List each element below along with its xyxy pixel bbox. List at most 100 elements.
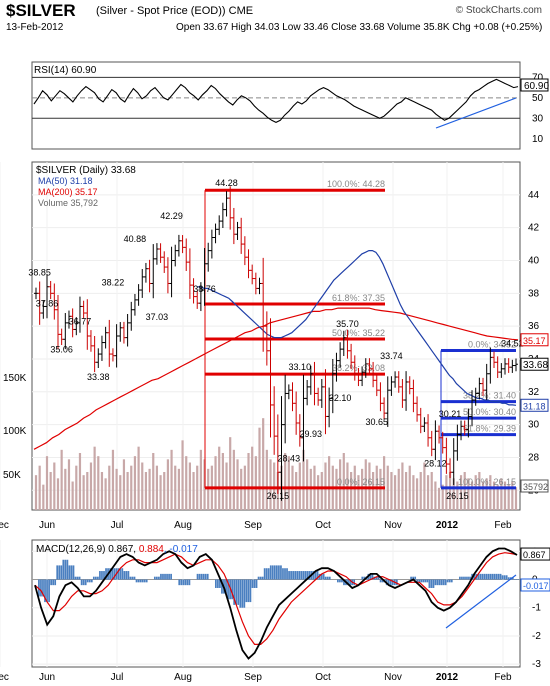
macd-histogram-bar — [353, 579, 356, 586]
macd-histogram-bar — [271, 565, 274, 580]
macd-tag-label: -0.017 — [523, 581, 549, 591]
macd-histogram-bar — [282, 568, 284, 580]
volume-bar — [115, 468, 118, 510]
macd-tag-box — [520, 578, 550, 592]
macd-histogram-bar — [214, 579, 217, 588]
macd-histogram-bar — [444, 579, 447, 586]
ma50-legend: MA(50) 31.18 — [38, 176, 93, 186]
macd-histogram-bar — [156, 576, 158, 580]
macd-histogram-bar — [129, 576, 132, 580]
volume-bar — [390, 472, 393, 510]
fib-up-label: 0.0%: 34.52 — [468, 339, 516, 349]
macd-histogram-bar — [251, 579, 254, 588]
volume-bar — [141, 462, 144, 510]
volume-bar — [295, 472, 298, 510]
rsi-y-tick: 10 — [532, 134, 544, 145]
chart-date: 13-Feb-2012 — [6, 22, 64, 33]
volume-bar — [258, 427, 261, 510]
volume-bar — [229, 437, 232, 510]
macd-histogram-bar — [463, 576, 465, 580]
macd-histogram-bar — [501, 575, 504, 580]
fib-up-label: 38.2%: 31.40 — [463, 391, 516, 401]
volume-bar — [328, 456, 331, 510]
macd-histogram-bar — [363, 576, 366, 580]
volume-bar — [357, 475, 360, 510]
volume-bar — [342, 453, 345, 510]
volume-bar — [437, 487, 441, 510]
macd-histogram-bar — [420, 579, 423, 583]
stockcharts-logo: © StockCharts.com — [455, 5, 542, 16]
volume-bar — [218, 446, 221, 510]
macd-histogram-bar — [290, 571, 292, 580]
volume-bar — [221, 453, 224, 510]
macd-histogram-bar — [245, 579, 248, 603]
macd-histogram-bar — [306, 571, 309, 580]
macd-histogram-bar — [125, 571, 128, 580]
ma200-line — [33, 307, 519, 450]
volume-bar — [368, 462, 371, 510]
macd-histogram-bar — [202, 573, 205, 580]
volume-bar — [404, 472, 408, 510]
volume-bar — [188, 462, 191, 510]
price-x-label: 2012 — [436, 520, 459, 531]
price-point-label: 33.10 — [289, 362, 312, 372]
volume-bar — [434, 481, 437, 510]
macd-histogram-bar — [243, 579, 246, 608]
macd-histogram-bar — [395, 579, 398, 586]
volume-bar — [104, 478, 107, 510]
macd-histogram-bar — [113, 568, 116, 580]
macd-histogram-bar — [42, 579, 44, 597]
macd-histogram-bar — [40, 579, 42, 597]
volume-bar — [122, 459, 126, 510]
volume-bar — [86, 472, 89, 510]
macd-histogram-bar — [387, 579, 390, 586]
volume-bar — [361, 468, 364, 510]
volume-bar — [445, 475, 448, 510]
volume-bar — [232, 449, 235, 510]
macd-histogram-bar — [178, 579, 181, 586]
macd-histogram-bar — [430, 579, 433, 588]
volume-bar — [144, 472, 148, 510]
macd-histogram-bar — [88, 579, 91, 583]
volume-bar — [45, 456, 49, 510]
macd-histogram-bar — [442, 579, 445, 586]
fib-down-label: 61.8%: 37.35 — [332, 293, 385, 303]
macd-histogram-bar — [44, 579, 46, 603]
volume-bar — [320, 472, 323, 510]
fib-up-label: 61.8%: 29.39 — [463, 424, 516, 434]
volume-bar — [225, 462, 228, 510]
price-point-label: 42.29 — [160, 211, 183, 221]
macd-histogram-bar — [416, 579, 419, 583]
price-point-label: 34.52 — [501, 338, 524, 348]
volume-bar — [382, 456, 386, 510]
rsi-y-tick: 30 — [532, 113, 544, 124]
macd-histogram-bar — [446, 579, 449, 583]
macd-x-label: Feb — [494, 672, 512, 683]
rsi-line — [33, 78, 519, 124]
macd-histogram-bar — [489, 573, 492, 580]
rsi-legend: RSI(14) 60.90 — [34, 65, 97, 76]
macd-histogram-bar — [467, 576, 469, 580]
volume-bar — [287, 456, 290, 510]
macd-histogram-bar — [428, 579, 431, 588]
volume-bar — [67, 459, 71, 510]
macd-histogram-bar — [337, 579, 339, 583]
macd-histogram-bar — [90, 579, 93, 583]
macd-histogram-bar — [99, 571, 101, 580]
ma50-line — [197, 250, 517, 406]
macd-histogram-bar — [97, 576, 99, 580]
volume-bar — [273, 462, 276, 510]
macd-tag-label: 0.867 — [523, 550, 546, 560]
macd-histogram-bar — [231, 579, 233, 600]
volume-legend: Volume 35,792 — [38, 198, 98, 208]
macd-histogram-bar — [66, 559, 69, 580]
macd-histogram-bar — [491, 573, 494, 580]
macd-x-label: 2012 — [436, 672, 459, 683]
price-point-label: 37.86 — [36, 299, 59, 309]
macd-histogram-bar — [495, 573, 498, 580]
macd-histogram-bar — [200, 573, 203, 580]
volume-bar — [34, 475, 38, 510]
macd-histogram-bar — [499, 573, 502, 580]
price-point-labels: 38.85 37.86 35.06 36.77 33.38 38.22 40.88 37.03… — [28, 178, 523, 501]
